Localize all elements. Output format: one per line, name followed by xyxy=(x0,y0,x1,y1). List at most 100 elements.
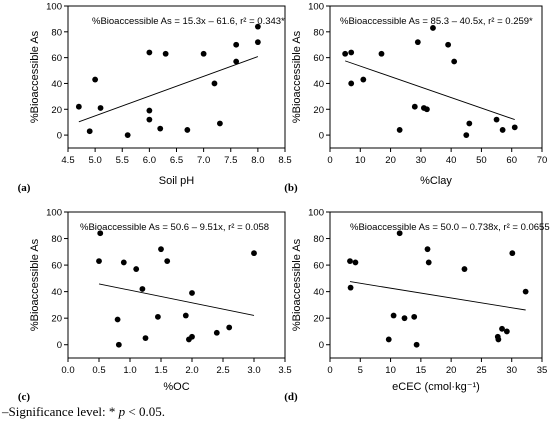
data-point xyxy=(124,132,131,138)
x-tick-label: 60 xyxy=(506,155,517,166)
panel-label: (d) xyxy=(284,391,298,403)
data-point xyxy=(213,329,220,336)
data-point xyxy=(142,335,149,341)
data-point xyxy=(463,132,470,138)
data-point xyxy=(96,258,102,265)
data-point xyxy=(445,41,452,48)
regression-line xyxy=(349,281,526,311)
data-point xyxy=(347,258,353,265)
x-tick-label: 25 xyxy=(476,365,487,376)
y-tick-label: 40 xyxy=(51,287,62,298)
data-point xyxy=(401,315,408,322)
y-tick-label: 20 xyxy=(313,314,324,325)
regression-line xyxy=(98,283,255,316)
data-point xyxy=(226,324,233,331)
data-point xyxy=(522,288,529,295)
data-point xyxy=(360,76,367,83)
x-tick-label: 3.5 xyxy=(278,365,291,376)
data-point xyxy=(493,116,500,123)
data-point xyxy=(164,258,171,265)
data-point xyxy=(75,103,82,110)
x-tick-label: 0 xyxy=(327,155,332,166)
x-tick-label: 40 xyxy=(446,155,457,166)
data-point xyxy=(162,50,169,57)
data-point xyxy=(97,230,104,237)
y-tick-label: 60 xyxy=(51,53,62,64)
data-point xyxy=(461,266,468,272)
x-tick-label: 70 xyxy=(537,155,548,166)
y-tick-label: 100 xyxy=(308,208,324,219)
data-point xyxy=(511,124,518,131)
data-point xyxy=(146,116,153,123)
x-tick-label: 3.0 xyxy=(247,365,260,376)
y-tick-label: 40 xyxy=(51,79,62,90)
data-point xyxy=(352,259,359,266)
data-point xyxy=(424,246,431,253)
panel-label: (a) xyxy=(18,182,31,194)
data-point xyxy=(254,23,261,30)
y-axis-label: %Bioaccessible As xyxy=(29,238,41,331)
regression-equation: %Bioaccessible As = 50.6 – 9.51x, r² = 0… xyxy=(80,222,269,233)
data-point xyxy=(390,312,397,319)
data-point xyxy=(466,120,473,127)
y-axis-label: %Bioaccessible As xyxy=(291,30,303,123)
x-tick-label: 1.5 xyxy=(154,365,167,376)
data-point xyxy=(120,259,127,266)
data-point xyxy=(158,246,164,253)
y-tick-label: 0 xyxy=(319,131,324,142)
data-point xyxy=(254,39,261,46)
data-point xyxy=(200,50,207,57)
data-point xyxy=(115,341,122,348)
panel-label: (b) xyxy=(284,182,298,194)
chart-panel-3: 0.0 0.5 1.0 1.5 2.0 2.5 3.0 3.5 0 20 40 60 80 100 %OC%… xyxy=(18,208,292,404)
y-tick-label: 20 xyxy=(51,105,62,116)
y-tick-label: 80 xyxy=(51,27,62,38)
data-point xyxy=(233,58,240,65)
x-tick-label: 0 xyxy=(327,365,332,376)
x-tick-label: 30 xyxy=(416,155,427,166)
x-tick-label: 20 xyxy=(446,365,457,376)
x-axis-label: %Clay xyxy=(420,175,452,187)
y-tick-label: 80 xyxy=(313,234,324,245)
y-tick-label: 20 xyxy=(313,105,324,116)
significance-footnote: –Significance level: * p < 0.05. xyxy=(2,404,165,420)
data-point xyxy=(396,127,403,133)
x-axis-label: eCEC (cmol·kg⁻¹) xyxy=(392,381,480,393)
x-tick-label: 7.0 xyxy=(197,155,210,166)
data-point xyxy=(157,125,164,132)
panel-label: (c) xyxy=(18,391,31,403)
data-point xyxy=(495,336,502,343)
y-tick-label: 100 xyxy=(46,2,62,13)
data-point xyxy=(411,103,418,110)
data-point xyxy=(189,333,195,340)
data-point xyxy=(139,286,146,292)
plot-frame xyxy=(329,211,543,359)
data-point xyxy=(499,127,506,133)
x-tick-label: 8.5 xyxy=(278,155,291,166)
plot-frame xyxy=(67,211,286,359)
y-tick-label: 0 xyxy=(57,131,62,142)
data-point xyxy=(251,250,257,257)
x-tick-label: 5 xyxy=(358,365,363,376)
x-axis-label: Soil pH xyxy=(159,175,195,187)
data-point xyxy=(348,49,355,56)
data-point xyxy=(424,106,430,113)
data-point xyxy=(217,120,223,127)
data-point xyxy=(348,80,355,87)
data-point xyxy=(499,325,505,332)
footnote-p: p xyxy=(118,404,126,419)
chart-panel-2: 0 10 20 30 40 50 60 70 0 20 40 60 80 100 %Clay %Bioacce… xyxy=(284,2,547,195)
y-tick-label: 60 xyxy=(313,261,324,272)
x-tick-label: 1.0 xyxy=(123,365,136,376)
y-tick-label: 0 xyxy=(57,340,62,351)
x-tick-label: 7.5 xyxy=(224,155,237,166)
data-point xyxy=(414,39,421,46)
footnote-prefix: –Significance level: * xyxy=(2,404,119,419)
y-axis-label: %Bioaccessible As xyxy=(29,30,41,123)
y-tick-label: 100 xyxy=(46,208,62,219)
x-tick-label: 4.5 xyxy=(61,155,74,166)
data-point xyxy=(347,284,354,291)
x-tick-label: 50 xyxy=(476,155,487,166)
x-tick-label: 6.0 xyxy=(143,155,156,166)
plot-frame xyxy=(67,5,286,149)
